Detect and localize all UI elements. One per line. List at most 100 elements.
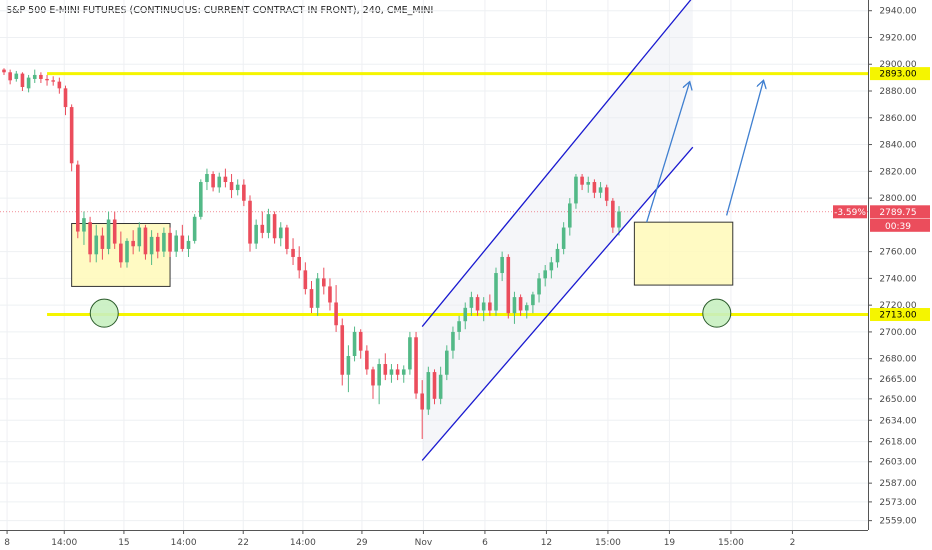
candle-body [365, 350, 369, 370]
candle-body [346, 356, 351, 375]
candle-body [512, 297, 517, 314]
y-tick-label: 2650.00 [879, 395, 916, 405]
candle-body [371, 369, 375, 386]
y-tick-label: 2800.00 [879, 194, 916, 204]
candle-body [217, 176, 222, 188]
candle-body [568, 203, 572, 228]
candle-body [291, 248, 295, 257]
channel-lower-line [421, 146, 694, 461]
candle-body [278, 227, 283, 239]
candle-body [119, 243, 123, 263]
candle-body [168, 232, 172, 252]
x-tick-label: 6 [482, 538, 488, 548]
candle-body [334, 302, 338, 326]
y-tick-label: 2920.00 [879, 33, 916, 43]
projection-arrow [646, 82, 690, 223]
candle-body [199, 182, 203, 217]
y-tick-label: 2587.00 [879, 479, 916, 489]
candle-body [125, 240, 129, 263]
candle-body [475, 297, 480, 311]
candle-body [100, 235, 105, 249]
candle-body [531, 294, 535, 306]
projection-arrow [725, 80, 764, 216]
countdown-label: 00:39 [885, 222, 911, 232]
candle-body [426, 372, 431, 410]
candle-body [524, 305, 529, 311]
candle-body [506, 256, 511, 314]
candle-body [438, 374, 443, 399]
candle-body [574, 176, 578, 204]
price-change-label: -3.59% [834, 208, 866, 218]
candle-body [76, 164, 80, 232]
x-tick-label: 15:00 [595, 538, 621, 548]
candle-body [408, 337, 412, 370]
candle-body [45, 78, 49, 81]
candle-body [20, 73, 25, 87]
candle-body [401, 369, 406, 375]
candle-body [561, 227, 566, 249]
y-tick-label: 2559.00 [879, 517, 916, 527]
candle-body [57, 81, 62, 89]
candle-body [112, 219, 117, 244]
level-price-label: 2713.00 [879, 311, 916, 321]
x-axis-background [0, 530, 932, 550]
candle-body [248, 200, 252, 244]
y-tick-label: 2840.00 [879, 141, 916, 151]
candle-body [174, 235, 178, 252]
candle-body [260, 224, 265, 233]
candle-body [39, 74, 43, 79]
candle-body [32, 74, 37, 79]
candle-body [223, 176, 228, 183]
candle-body [414, 337, 418, 394]
candle-body [285, 227, 289, 249]
candle-body [106, 219, 111, 249]
candle-body [211, 173, 215, 188]
y-tick-label: 2573.00 [879, 498, 916, 508]
candle-body [315, 278, 320, 308]
current-price-label: 2789.75 [879, 208, 916, 218]
candle-body [205, 173, 209, 183]
candle-body [604, 187, 609, 201]
x-tick-label: 29 [356, 538, 368, 548]
candle-body [192, 216, 197, 241]
candle-body [383, 364, 388, 375]
candle-body [457, 321, 461, 332]
candle-body [8, 72, 12, 81]
candle-body [297, 256, 301, 271]
y-tick-label: 2900.00 [879, 60, 916, 70]
candle-body [592, 182, 597, 193]
zone-box [633, 221, 734, 286]
candle-body [352, 331, 357, 357]
candle-body [555, 248, 560, 263]
y-tick-label: 2618.00 [879, 438, 916, 448]
candle-body [2, 69, 6, 73]
candle-body [494, 273, 498, 311]
candle-body [26, 77, 31, 89]
y-tick-label: 2860.00 [879, 114, 916, 124]
candle-body [94, 235, 99, 255]
candle-body [481, 302, 486, 311]
candle-body [229, 182, 234, 191]
marker-circle [89, 298, 119, 328]
candle-body [377, 364, 381, 386]
x-tick-label: 14:00 [171, 538, 197, 548]
y-tick-label: 2940.00 [879, 7, 916, 17]
level-price-label: 2893.00 [879, 70, 916, 80]
candle-body [432, 372, 437, 399]
x-tick-label: 14:00 [290, 538, 316, 548]
candle-body [63, 88, 68, 108]
candle-body [518, 297, 523, 311]
x-tick-label: 22 [238, 538, 249, 548]
candle-body [186, 240, 191, 249]
y-tick-label: 2665.00 [879, 375, 916, 385]
candle-body [155, 236, 160, 252]
y-tick-label: 2880.00 [879, 87, 916, 97]
candle-body [266, 214, 271, 233]
candle-body [488, 302, 492, 311]
candle-body [328, 286, 332, 303]
candle-body [137, 227, 142, 247]
candle-body [500, 256, 504, 274]
candle-body [611, 200, 615, 228]
candle-body [463, 307, 468, 322]
